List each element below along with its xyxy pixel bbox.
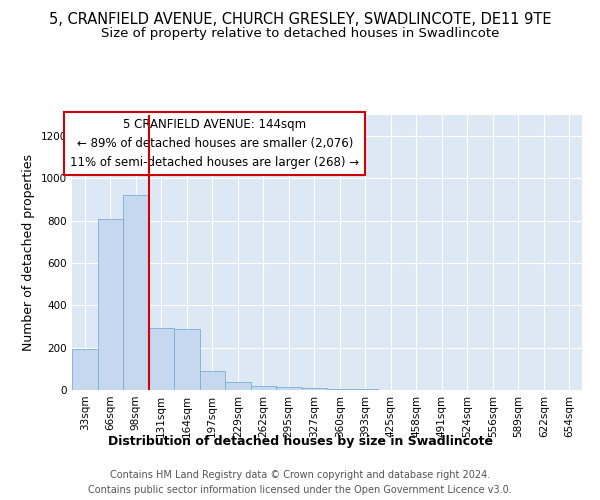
Bar — [302, 388, 327, 390]
Bar — [174, 328, 199, 390]
Y-axis label: Number of detached properties: Number of detached properties — [22, 154, 35, 351]
Text: Contains HM Land Registry data © Crown copyright and database right 2024.: Contains HM Land Registry data © Crown c… — [110, 470, 490, 480]
Text: Distribution of detached houses by size in Swadlincote: Distribution of detached houses by size … — [107, 435, 493, 448]
Bar — [276, 387, 302, 390]
Text: Contains public sector information licensed under the Open Government Licence v3: Contains public sector information licen… — [88, 485, 512, 495]
Bar — [123, 196, 149, 390]
Text: 5, CRANFIELD AVENUE, CHURCH GRESLEY, SWADLINCOTE, DE11 9TE: 5, CRANFIELD AVENUE, CHURCH GRESLEY, SWA… — [49, 12, 551, 28]
Bar — [149, 328, 174, 390]
Text: Size of property relative to detached houses in Swadlincote: Size of property relative to detached ho… — [101, 28, 499, 40]
Bar — [225, 382, 251, 390]
Bar — [97, 218, 123, 390]
Text: 5 CRANFIELD AVENUE: 144sqm
← 89% of detached houses are smaller (2,076)
11% of s: 5 CRANFIELD AVENUE: 144sqm ← 89% of deta… — [70, 118, 359, 169]
Bar — [327, 389, 353, 390]
Bar — [199, 371, 225, 390]
Bar — [72, 348, 97, 390]
Bar — [251, 386, 276, 390]
